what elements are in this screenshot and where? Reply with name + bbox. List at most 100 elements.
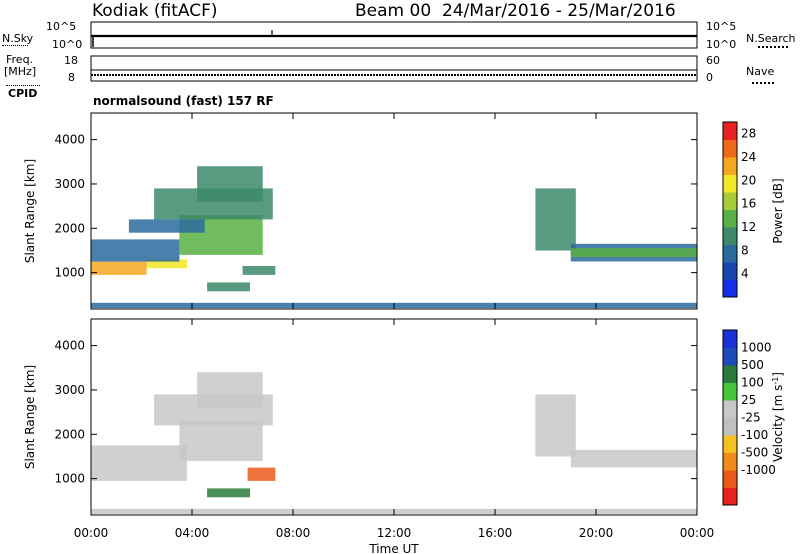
colorbar-swatch <box>723 244 737 263</box>
colorbar-frame <box>722 121 738 298</box>
y-tick-label: 1000 <box>54 472 85 486</box>
power-colorbar: 4 8 12 16 20 24 28 <box>722 121 756 298</box>
velocity-colorbar: 1000 500 100 25 -25 -100 -500 -1000 <box>722 329 776 506</box>
x-tick-label: 12:00 <box>377 526 412 540</box>
velocity-echo-region <box>207 488 250 498</box>
colorbar-tick-label: -500 <box>741 446 768 460</box>
colorbar-tick-label: -25 <box>741 411 761 425</box>
colorbar-tick-label: 24 <box>741 150 756 164</box>
nave-tick-bottom: 0 <box>706 71 713 84</box>
velocity-panel: 1000 2000 3000 4000 <box>54 318 698 516</box>
nsearch-label: N.Search <box>746 32 796 45</box>
velocity-echo-region <box>91 445 187 481</box>
colorbar-swatch <box>723 417 737 436</box>
nsky-label: N.Sky <box>2 32 34 45</box>
velocity-echo-region <box>535 394 576 457</box>
y-tick-label: 3000 <box>54 177 85 191</box>
beam-date-title: Beam 00 24/Mar/2016 - 25/Mar/2016 <box>355 1 676 21</box>
nsky-tick-bottom: 10^0 <box>52 38 83 51</box>
colorbar-swatch <box>723 227 737 245</box>
colorbar-swatch <box>723 209 737 228</box>
freq-tick-bottom: 8 <box>68 71 75 84</box>
colorbar-tick-label: 12 <box>741 220 756 234</box>
colorbar-tick-label: 25 <box>741 393 756 407</box>
colorbar-tick-label: 100 <box>741 376 764 390</box>
freq-label: Freq. <box>6 53 34 66</box>
power-colorbar-label: Power [dB] <box>771 178 785 243</box>
power-echo-region <box>242 266 276 275</box>
nsky-tick-top: 10^5 <box>46 20 77 33</box>
colorbar-swatch <box>723 487 737 506</box>
velocity-ylabel: Slant Range [km] <box>23 365 37 469</box>
power-y-axis: 1000 2000 3000 4000 <box>54 113 698 309</box>
colorbar-swatch <box>723 174 737 193</box>
colorbar-tick-label: 1000 <box>741 341 772 355</box>
station-title: Kodiak (fitACF) <box>92 1 218 21</box>
cpid-label: CPID <box>8 87 38 100</box>
colorbar-swatch <box>723 470 737 488</box>
time-x-axis: 00:00 04:00 08:00 12:00 16:00 20:00 00:00 <box>74 526 715 540</box>
x-tick-label: 16:00 <box>478 526 513 540</box>
power-echo-region <box>91 261 147 275</box>
colorbar-swatch <box>723 192 737 210</box>
x-tick-label: 08:00 <box>276 526 311 540</box>
colorbar-swatch <box>723 435 737 453</box>
colorbar-swatch <box>723 279 737 298</box>
colorbar-tick-label: -100 <box>741 428 768 442</box>
colorbar-swatch <box>723 262 737 280</box>
velocity-echo-region <box>179 421 263 461</box>
power-echo-region <box>128 219 205 233</box>
power-ylabel: Slant Range [km] <box>23 159 37 263</box>
colorbar-frame <box>722 329 738 506</box>
power-echo-region <box>535 188 576 251</box>
power-echo-region <box>570 248 698 258</box>
velocity-y-axis: 1000 2000 3000 4000 <box>54 319 698 515</box>
cpid-text: normalsound (fast) 157 RF <box>93 94 274 108</box>
power-echo-region <box>197 166 263 202</box>
nsky-line <box>2 45 28 46</box>
velocity-echo-region <box>197 372 263 408</box>
x-tick-label: 00:00 <box>680 526 715 540</box>
colorbar-swatch <box>723 452 737 471</box>
nsearch-tick-top: 10^5 <box>706 20 737 33</box>
nsearch-line <box>758 46 788 48</box>
colorbar-swatch <box>723 365 737 383</box>
colorbar-tick-label: 500 <box>741 358 764 372</box>
nsearch-tick-bottom: 10^0 <box>706 38 737 51</box>
nave-tick-top: 60 <box>706 54 720 67</box>
colorbar-tick-label: 20 <box>741 173 756 187</box>
freq-tick-top: 18 <box>64 54 78 67</box>
colorbar-swatch <box>723 139 737 158</box>
y-tick-label: 2000 <box>54 221 85 235</box>
cpid-line <box>6 85 40 86</box>
power-echo-region <box>207 282 250 292</box>
velocity-colorbar-label: Velocity [m s-1] <box>771 372 786 462</box>
y-tick-label: 3000 <box>54 383 85 397</box>
y-tick-label: 1000 <box>54 266 85 280</box>
power-panel: 1000 2000 3000 4000 <box>54 112 698 310</box>
y-tick-label: 2000 <box>54 427 85 441</box>
velocity-echo-region <box>247 467 276 481</box>
colorbar-tick-label: 4 <box>741 267 749 281</box>
time-xlabel: Time UT <box>368 542 419 554</box>
colorbar-swatch <box>723 382 737 401</box>
y-tick-label: 4000 <box>54 133 85 147</box>
colorbar-swatch <box>723 347 737 366</box>
x-tick-label: 20:00 <box>579 526 614 540</box>
nave-label: Nave <box>746 65 775 78</box>
power-echo-region <box>146 259 187 269</box>
colorbar-swatch <box>723 157 737 175</box>
y-tick-label: 4000 <box>54 339 85 353</box>
x-tick-label: 00:00 <box>74 526 109 540</box>
velocity-echo-region <box>570 449 698 468</box>
colorbar-swatch <box>723 122 737 140</box>
colorbar-tick-label: 28 <box>741 127 756 141</box>
colorbar-swatch <box>723 400 737 418</box>
x-tick-label: 04:00 <box>175 526 210 540</box>
colorbar-tick-label: -1000 <box>741 463 776 477</box>
nave-line <box>752 82 774 84</box>
colorbar-swatch <box>723 330 737 348</box>
colorbar-tick-label: 8 <box>741 243 749 257</box>
colorbar-tick-label: 16 <box>741 197 756 211</box>
